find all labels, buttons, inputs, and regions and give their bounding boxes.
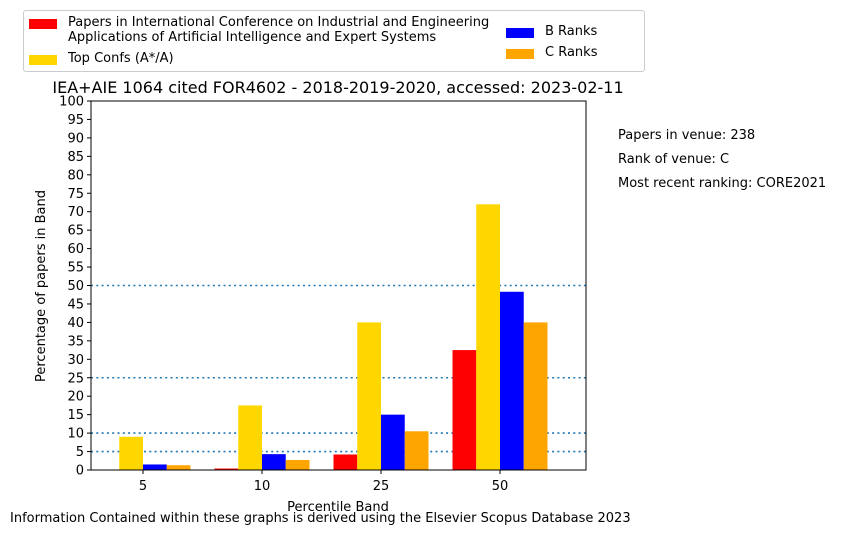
legend-swatch-venue xyxy=(29,19,57,29)
most-recent-ranking-note: Most recent ranking: CORE2021 xyxy=(618,176,827,191)
bar-50-series-3 xyxy=(500,291,524,470)
y-tick-label-10: 10 xyxy=(67,427,84,442)
y-tick-label-40: 40 xyxy=(67,316,84,331)
legend-label-venue: Papers in International Conference on In… xyxy=(68,15,490,45)
legend-swatch-c-ranks xyxy=(506,49,534,59)
legend-item-top-confs: Top Confs (A*/A) xyxy=(29,51,174,66)
x-tick-label-10: 10 xyxy=(254,479,271,494)
y-axis-label: Percentage of papers in Band xyxy=(34,190,49,382)
data-source-footer: Information Contained within these graph… xyxy=(10,511,631,526)
y-tick-label-30: 30 xyxy=(67,353,84,368)
bar-25-series-3 xyxy=(381,414,405,470)
bar-50-series-4 xyxy=(523,322,548,470)
legend-item-c-ranks: C Ranks xyxy=(506,45,597,60)
legend-label-top-confs: Top Confs (A*/A) xyxy=(68,51,174,66)
y-tick-label-100: 100 xyxy=(59,95,84,110)
y-tick-label-20: 20 xyxy=(67,390,84,405)
y-tick-label-60: 60 xyxy=(67,242,84,257)
y-tick-label-75: 75 xyxy=(67,187,84,202)
legend-label-b-ranks: B Ranks xyxy=(545,24,598,39)
x-tick-label-25: 25 xyxy=(373,479,390,494)
bar-25-series-4 xyxy=(404,431,429,470)
chart-title: IEA+AIE 1064 cited FOR4602 - 2018-2019-2… xyxy=(52,78,623,97)
y-tick-label-65: 65 xyxy=(67,224,84,239)
y-tick-label-70: 70 xyxy=(67,205,84,220)
y-tick-label-25: 25 xyxy=(67,371,84,386)
x-tick-label-50: 50 xyxy=(492,479,509,494)
legend-item-venue: Papers in International Conference on In… xyxy=(29,15,489,45)
bar-25-series-2 xyxy=(357,322,381,470)
legend-label-c-ranks: C Ranks xyxy=(545,45,598,60)
bar-10-series-4 xyxy=(285,460,310,470)
y-tick-label-50: 50 xyxy=(67,279,84,294)
y-tick-label-55: 55 xyxy=(67,261,84,276)
bar-5-series-3 xyxy=(143,464,167,470)
y-tick-label-95: 95 xyxy=(67,113,84,128)
y-tick-label-15: 15 xyxy=(67,408,84,423)
papers-in-venue-note: Papers in venue: 238 xyxy=(618,128,756,143)
y-tick-label-35: 35 xyxy=(67,334,84,349)
legend-swatch-b-ranks xyxy=(506,28,534,38)
bar-5-series-4 xyxy=(166,465,191,470)
legend-swatch-top-confs xyxy=(29,55,57,65)
y-tick-label-45: 45 xyxy=(67,297,84,312)
bar-25-series-1 xyxy=(333,454,358,470)
bar-10-series-1 xyxy=(214,468,239,470)
rank-of-venue-note: Rank of venue: C xyxy=(618,152,730,167)
x-tick-label-5: 5 xyxy=(139,479,147,494)
legend-item-b-ranks: B Ranks xyxy=(506,24,597,39)
chart-legend: Papers in International Conference on In… xyxy=(23,10,645,72)
plot-frame xyxy=(90,100,587,471)
bar-50-series-1 xyxy=(452,350,477,470)
y-tick-label-90: 90 xyxy=(67,131,84,146)
bar-5-series-2 xyxy=(119,436,143,470)
y-tick-label-0: 0 xyxy=(76,464,84,479)
bar-10-series-2 xyxy=(238,405,262,470)
y-tick-label-5: 5 xyxy=(76,445,84,460)
y-tick-label-80: 80 xyxy=(67,168,84,183)
bar-50-series-2 xyxy=(476,204,500,470)
bar-10-series-3 xyxy=(262,454,286,470)
x-axis-label: Percentile Band xyxy=(287,500,389,515)
y-tick-label-85: 85 xyxy=(67,150,84,165)
